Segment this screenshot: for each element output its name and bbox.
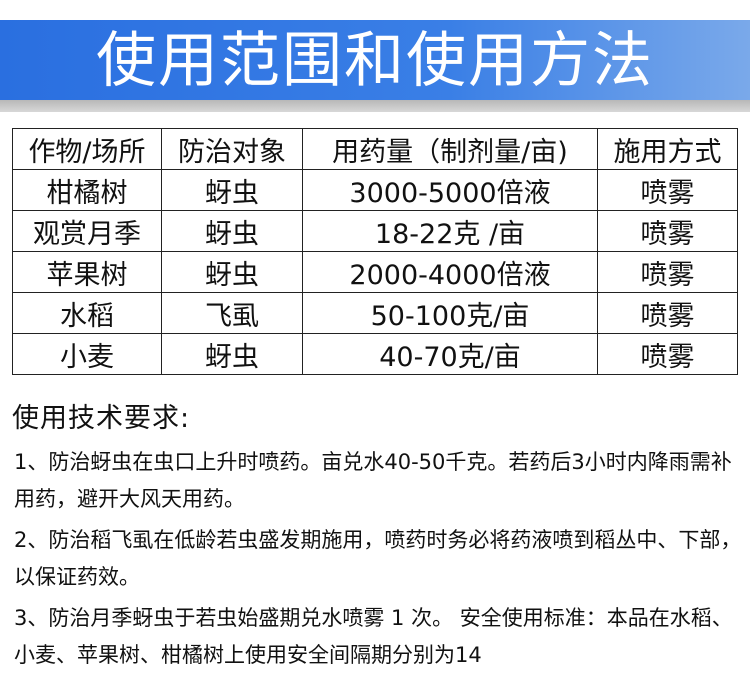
requirement-item: 2、防治稻飞虱在低龄若虫盛发期施用，喷药时务必将药液喷到稻丛中、下部，以保证药效… [14, 528, 742, 589]
cell: 3000-5000倍液 [302, 169, 598, 211]
requirements-list: 1、防治蚜虫在虫口上升时喷药。亩兑水40-50千克。若药后3小时内降雨需补用药，… [14, 444, 744, 678]
cell: 蚜虫 [161, 210, 303, 252]
cell: 喷雾 [597, 251, 738, 293]
requirements-heading: 使用技术要求: [12, 403, 191, 434]
requirement-item: 1、防治蚜虫在虫口上升时喷药。亩兑水40-50千克。若药后3小时内降雨需补用药，… [14, 450, 732, 511]
cell: 观赏月季 [12, 210, 162, 252]
cell: 小麦 [12, 333, 162, 375]
title-banner [0, 20, 750, 100]
cell: 蚜虫 [161, 251, 303, 293]
cell: 柑橘树 [12, 169, 162, 211]
table-header-row: 作物/场所 防治对象 用药量（制剂量/亩) 施用方式 [12, 128, 738, 170]
cell: 40-70克/亩 [302, 333, 598, 375]
cell: 喷雾 [597, 210, 738, 252]
table-row: 苹果树 蚜虫 2000-4000倍液 喷雾 [12, 251, 738, 293]
cell: 水稻 [12, 292, 162, 334]
cell: 蚜虫 [161, 169, 303, 211]
requirement-item: 3、防治月季蚜虫于若虫始盛期兑水喷雾 1 次。 安全使用标准：本品在水稻、小麦、… [14, 606, 733, 667]
cell: 喷雾 [597, 169, 738, 211]
header-cell: 施用方式 [597, 128, 738, 170]
banner-title: 使用范围和使用方法 [96, 26, 654, 96]
cell: 2000-4000倍液 [302, 251, 598, 293]
cell: 50-100克/亩 [302, 292, 598, 334]
cell: 蚜虫 [161, 333, 303, 375]
cell: 18-22克 /亩 [302, 210, 598, 252]
header-cell: 用药量（制剂量/亩) [302, 128, 598, 170]
cell: 苹果树 [12, 251, 162, 293]
cell: 喷雾 [597, 292, 738, 334]
cell: 喷雾 [597, 333, 738, 375]
usage-table: 作物/场所 防治对象 用药量（制剂量/亩) 施用方式 柑橘树 蚜虫 3000-500… [12, 128, 738, 375]
cell: 飞虱 [161, 292, 303, 334]
header-cell: 作物/场所 [12, 128, 162, 170]
table-row: 小麦 蚜虫 40-70克/亩 喷雾 [12, 333, 738, 375]
banner-shadow [0, 100, 750, 112]
header-cell: 防治对象 [161, 128, 303, 170]
table-row: 水稻 飞虱 50-100克/亩 喷雾 [12, 292, 738, 334]
table-row: 观赏月季 蚜虫 18-22克 /亩 喷雾 [12, 210, 738, 252]
table-row: 柑橘树 蚜虫 3000-5000倍液 喷雾 [12, 169, 738, 211]
